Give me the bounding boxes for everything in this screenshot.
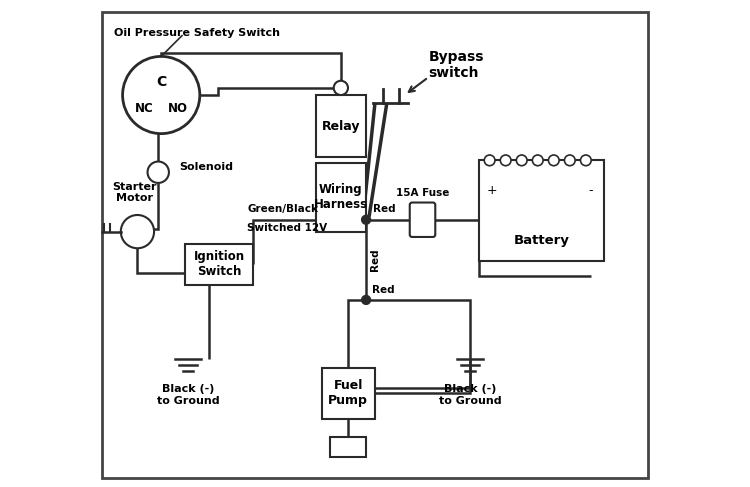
Circle shape: [532, 155, 543, 166]
Text: Red: Red: [372, 285, 394, 295]
Circle shape: [548, 155, 559, 166]
Circle shape: [148, 162, 169, 183]
Bar: [322, 368, 375, 419]
Text: -: -: [588, 184, 592, 197]
Text: Black (-)
to Ground: Black (-) to Ground: [157, 384, 219, 406]
Text: 15A Fuse: 15A Fuse: [396, 188, 449, 198]
Text: +: +: [487, 184, 497, 197]
Circle shape: [362, 215, 370, 224]
Circle shape: [121, 215, 154, 248]
Text: Oil Pressure Safety Switch: Oil Pressure Safety Switch: [114, 28, 280, 37]
Circle shape: [334, 81, 348, 95]
Text: Black (-)
to Ground: Black (-) to Ground: [439, 384, 501, 406]
Text: Green/Black: Green/Black: [248, 204, 318, 214]
Text: Bypass
switch: Bypass switch: [428, 50, 484, 80]
Text: Wiring
Harness: Wiring Harness: [314, 184, 368, 211]
Bar: [185, 244, 254, 285]
Text: Battery: Battery: [513, 234, 569, 247]
Text: Fuel
Pump: Fuel Pump: [328, 379, 368, 408]
Text: Red: Red: [374, 204, 396, 214]
Circle shape: [565, 155, 575, 166]
Text: C: C: [156, 75, 166, 89]
Circle shape: [580, 155, 591, 166]
Bar: [316, 95, 366, 157]
Bar: [316, 163, 366, 232]
Text: NO: NO: [168, 102, 188, 114]
Bar: [331, 436, 366, 457]
Text: Solenoid: Solenoid: [179, 163, 233, 172]
Circle shape: [362, 296, 370, 304]
Text: NC: NC: [135, 102, 154, 114]
Bar: [479, 160, 604, 262]
FancyBboxPatch shape: [410, 203, 435, 237]
Circle shape: [122, 56, 200, 133]
Text: Relay: Relay: [322, 120, 360, 132]
Circle shape: [516, 155, 527, 166]
Circle shape: [500, 155, 511, 166]
Text: Ignition
Switch: Ignition Switch: [194, 250, 244, 278]
Text: Red: Red: [370, 248, 380, 271]
Text: Switched 12V: Switched 12V: [248, 223, 328, 233]
Circle shape: [484, 155, 495, 166]
Text: Starter
Motor: Starter Motor: [112, 182, 157, 203]
